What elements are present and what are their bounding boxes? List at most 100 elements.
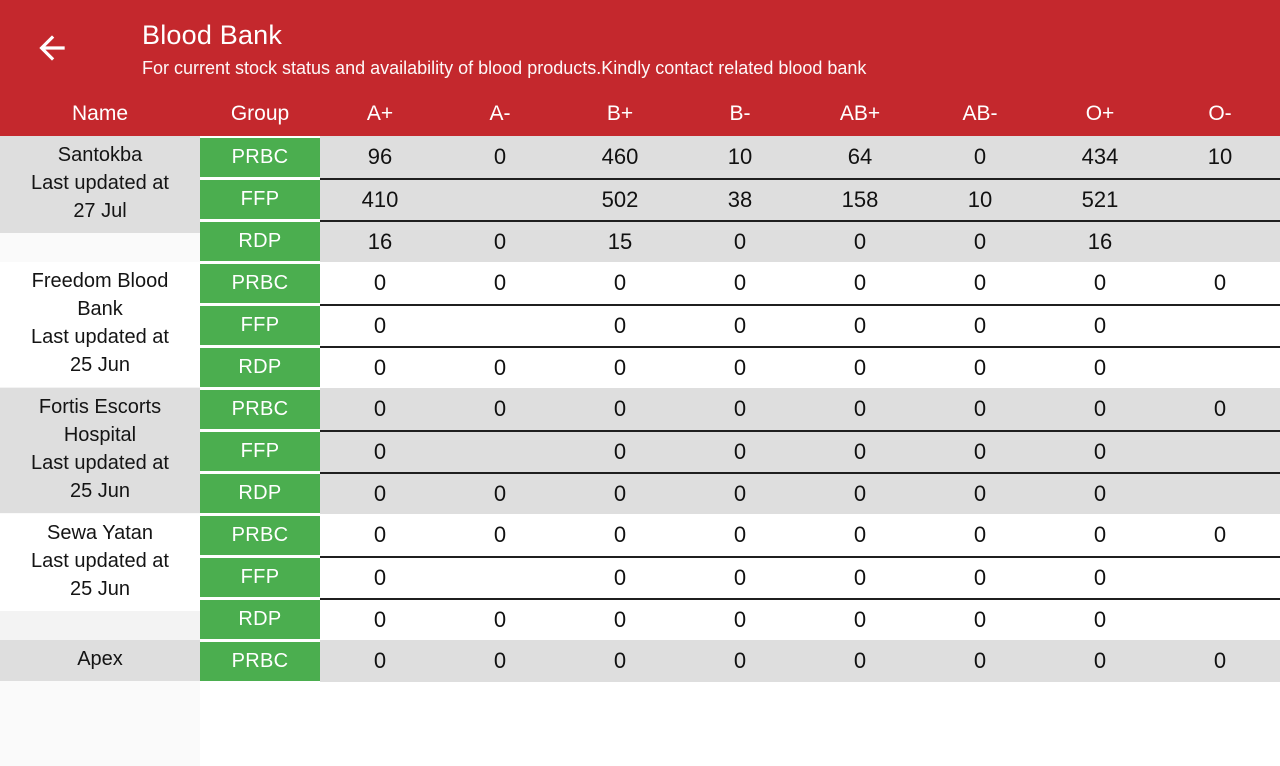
- stock-value: 15: [607, 229, 633, 254]
- stock-value: [1160, 222, 1280, 262]
- stock-value: 0: [493, 607, 507, 632]
- stock-row: 0 0 0 0 0 0 0: [320, 472, 1280, 514]
- bank-name: Freedom Blood Bank: [31, 270, 169, 320]
- stock-row: 0 0 0 0 0 0: [320, 304, 1280, 346]
- stock-value: [1160, 474, 1280, 514]
- stock-value: [440, 180, 560, 220]
- stock-value: 0: [853, 355, 867, 380]
- bank-data-rows: 0 0 0 0 0 0 0 0 0 0 0 0 0 0 0 0 0 0 0 0 0: [320, 514, 1280, 640]
- stock-value: [1160, 348, 1280, 388]
- stock-value: 0: [1093, 481, 1107, 506]
- stock-value: 0: [1093, 439, 1107, 464]
- stock-value: 0: [1093, 313, 1107, 338]
- bank-group: Sewa Yatan Last updated at 25 Jun PRBC FF…: [0, 514, 1280, 640]
- stock-value: 0: [973, 144, 987, 169]
- stock-value: 0: [1213, 270, 1227, 295]
- stock-value: 0: [733, 565, 747, 590]
- stock-value: 10: [1207, 144, 1233, 169]
- stock-value: 0: [613, 313, 627, 338]
- stock-value: 0: [973, 313, 987, 338]
- stock-row: 410 502 38 158 10 521: [320, 178, 1280, 220]
- stock-value: 0: [613, 481, 627, 506]
- bank-name: Sewa Yatan: [46, 522, 153, 544]
- bank-group: Fortis Escorts Hospital Last updated at …: [0, 388, 1280, 514]
- stock-row: 0 0 0 0 0 0: [320, 556, 1280, 598]
- stock-value: 0: [613, 270, 627, 295]
- stock-value: 0: [373, 439, 387, 464]
- bank-name-cell: Fortis Escorts Hospital Last updated at …: [0, 388, 200, 514]
- column-header-ab-pos: AB+: [839, 102, 881, 125]
- stock-value: 0: [613, 522, 627, 547]
- stock-value: 0: [1093, 607, 1107, 632]
- bank-name-filler: [0, 611, 200, 640]
- stock-value: 38: [727, 187, 753, 212]
- stock-value: 0: [1093, 565, 1107, 590]
- stock-value: 0: [973, 396, 987, 421]
- blood-product-label: PRBC: [200, 388, 320, 430]
- stock-value: 0: [853, 607, 867, 632]
- stock-value: 0: [613, 355, 627, 380]
- blood-product-label: FFP: [200, 556, 320, 598]
- stock-value: [1160, 306, 1280, 346]
- column-header-o-neg: O-: [1208, 102, 1232, 125]
- stock-value: 64: [847, 144, 873, 169]
- blood-product-label: RDP: [200, 598, 320, 640]
- stock-value: 0: [613, 648, 627, 673]
- stock-value: 0: [493, 144, 507, 169]
- stock-value: 0: [373, 481, 387, 506]
- bank-name-text: Fortis Escorts Hospital Last updated at …: [0, 388, 200, 513]
- stock-value: 0: [493, 648, 507, 673]
- stock-row: 0 0 0 0 0 0 0 0: [320, 514, 1280, 556]
- stock-row: 0 0 0 0 0 0 0 0: [320, 388, 1280, 430]
- stock-value: 434: [1081, 144, 1119, 169]
- stock-value: 0: [973, 229, 987, 254]
- bank-group-column: PRBC: [200, 640, 320, 766]
- column-header-ab-neg: AB-: [962, 102, 998, 125]
- stock-value: 0: [733, 229, 747, 254]
- stock-value: 0: [1093, 522, 1107, 547]
- back-button[interactable]: [30, 26, 74, 70]
- column-header-b-pos: B+: [606, 102, 634, 125]
- stock-value: 0: [973, 648, 987, 673]
- stock-value: 0: [733, 396, 747, 421]
- blood-product-label: PRBC: [200, 136, 320, 178]
- stock-value: 0: [733, 270, 747, 295]
- stock-value: 0: [973, 607, 987, 632]
- stock-value: [440, 432, 560, 472]
- bank-name-filler: [0, 681, 200, 766]
- stock-row: 0 0 0 0 0 0: [320, 430, 1280, 472]
- stock-value: 0: [733, 439, 747, 464]
- bank-name-cell: Apex: [0, 640, 200, 766]
- blood-product-label: RDP: [200, 346, 320, 388]
- bank-updated-date: 25 Jun: [69, 578, 131, 600]
- bank-group-column: PRBC FFP RDP: [200, 388, 320, 514]
- stock-value: 0: [853, 565, 867, 590]
- stock-value: 0: [853, 270, 867, 295]
- stock-value: 0: [853, 313, 867, 338]
- bank-name: Apex: [77, 648, 123, 670]
- bank-name-cell: Sewa Yatan Last updated at 25 Jun: [0, 514, 200, 640]
- stock-value: 0: [973, 439, 987, 464]
- appbar-titles: Blood Bank For current stock status and …: [142, 17, 866, 80]
- column-header-o-pos: O+: [1085, 102, 1115, 125]
- stock-row: 0 0 0 0 0 0 0 0: [320, 640, 1280, 682]
- stock-value: 0: [973, 565, 987, 590]
- column-header-b-neg: B-: [729, 102, 751, 125]
- column-header-name: Name: [71, 102, 129, 125]
- stock-value: 502: [601, 187, 639, 212]
- stock-value: 16: [1087, 229, 1113, 254]
- bank-updated-date: 27 Jul: [73, 200, 127, 222]
- stock-value: [440, 558, 560, 598]
- blood-product-label: RDP: [200, 220, 320, 262]
- bank-group: Freedom Blood Bank Last updated at 25 Ju…: [0, 262, 1280, 388]
- stock-value: 0: [973, 481, 987, 506]
- bank-name-filler: [0, 387, 200, 388]
- stock-value: 0: [373, 313, 387, 338]
- stock-value: 0: [973, 355, 987, 380]
- stock-value: 0: [1093, 396, 1107, 421]
- bank-name: Fortis Escorts Hospital: [38, 396, 162, 446]
- blood-product-label: PRBC: [200, 262, 320, 304]
- stock-row: 0 0 0 0 0 0 0: [320, 598, 1280, 640]
- stock-value: 16: [367, 229, 393, 254]
- stock-value: 0: [733, 313, 747, 338]
